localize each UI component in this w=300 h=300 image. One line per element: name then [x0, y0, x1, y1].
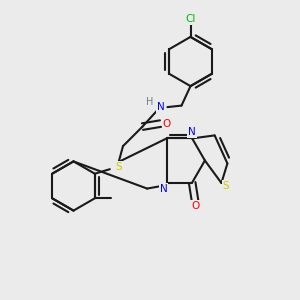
- Text: O: O: [191, 201, 199, 211]
- Text: N: N: [160, 184, 167, 194]
- Text: S: S: [223, 181, 229, 191]
- Text: N: N: [157, 102, 164, 112]
- Text: Cl: Cl: [185, 14, 196, 24]
- Text: O: O: [162, 118, 171, 129]
- Text: H: H: [146, 97, 154, 107]
- Text: S: S: [115, 162, 122, 172]
- Text: N: N: [188, 128, 196, 137]
